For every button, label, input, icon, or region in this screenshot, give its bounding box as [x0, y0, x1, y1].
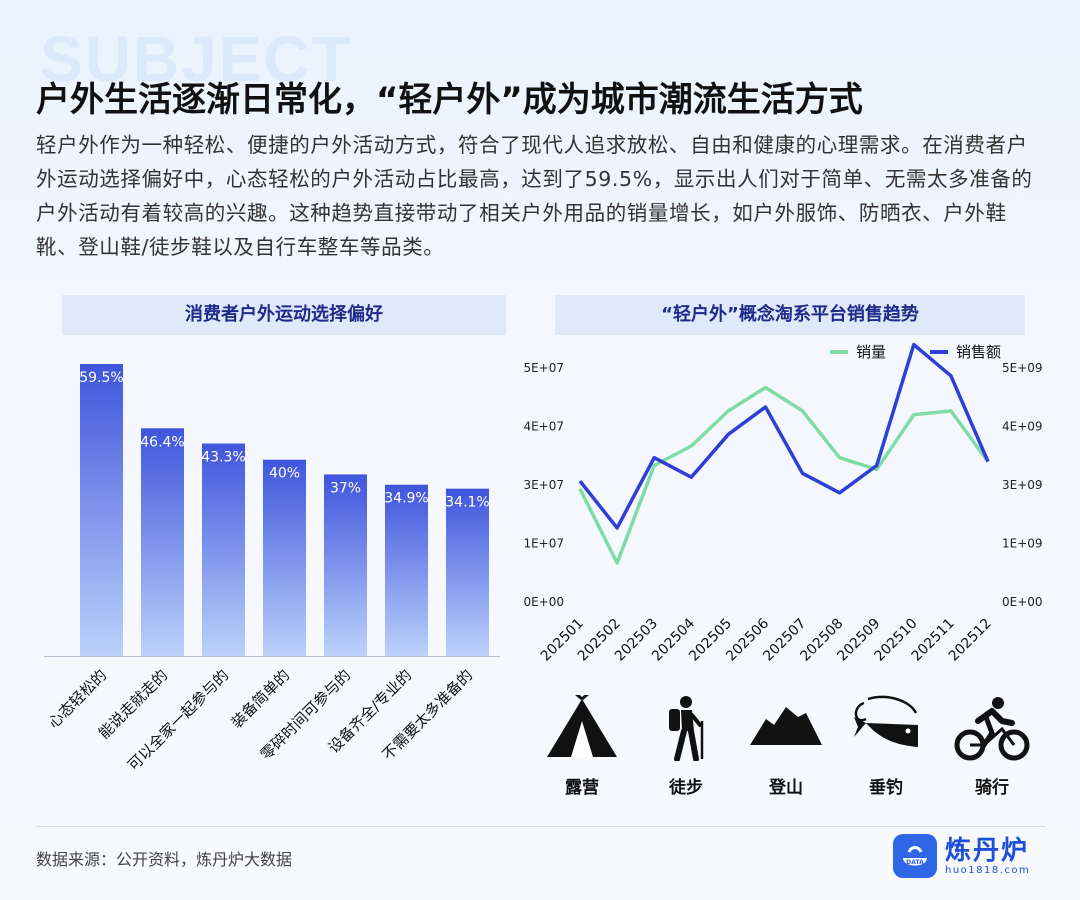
hiker-icon [669, 696, 704, 762]
bar [385, 484, 428, 656]
left-axis-tick: 0E+00 [523, 595, 564, 609]
bar-value-label: 43.3% [201, 450, 245, 466]
right-axis-tick: 0E+00 [1002, 595, 1043, 609]
mountain-icon [750, 707, 822, 745]
left-axis-tick: 4E+07 [523, 420, 564, 434]
bar [202, 443, 245, 656]
bar-category-label: 可以全家一起参与的 [124, 666, 232, 774]
footer-divider [36, 826, 1046, 827]
right-axis-tick: 3E+09 [1002, 478, 1043, 492]
series-line [578, 385, 990, 565]
bar [446, 488, 489, 656]
bar-value-label: 34.1% [445, 495, 489, 511]
fishing-icon [854, 695, 918, 747]
tent-icon [547, 691, 617, 757]
activity-hiking: 徒步 [641, 695, 731, 798]
background-watermark-word: SUBJECT [40, 23, 353, 95]
activity-mountaineering: 登山 [741, 695, 831, 798]
page-description: 轻户外作为一种轻松、便捷的户外活动方式，符合了现代人追求放松、自由和健康的心理需… [36, 133, 1033, 259]
activity-label: 露营 [565, 778, 599, 798]
left-axis-tick: 1E+07 [523, 537, 564, 551]
logo-badge-icon: DATA [893, 834, 937, 878]
right-axis-tick: 4E+09 [1002, 420, 1043, 434]
right-axis-tick: 1E+09 [1002, 537, 1043, 551]
bar-value-label: 40% [269, 466, 300, 482]
page-title: 户外生活逐渐日常化，“轻户外”成为城市潮流生活方式 [36, 80, 863, 120]
bar [141, 428, 184, 656]
bar-value-label: 37% [330, 480, 361, 496]
bar [263, 459, 306, 656]
legend-label: 销量 [856, 343, 886, 361]
left-axis-tick: 3E+07 [523, 478, 564, 492]
logo-url: huo1818.com [945, 864, 1031, 876]
bar-value-label: 59.5% [79, 370, 123, 386]
data-source: 数据来源：公开资料，炼丹炉大数据 [36, 850, 293, 869]
brand-logo: DATA 炼丹炉 huo1818.com [893, 834, 1030, 878]
bar-category-label: 心态轻松的 [45, 666, 111, 732]
cyclist-icon [954, 697, 1030, 761]
right-axis-tick: 5E+09 [1002, 361, 1043, 375]
activity-label: 徒步 [669, 778, 703, 798]
activity-label: 骑行 [975, 778, 1009, 798]
series-line [578, 342, 990, 530]
line-chart: 0E+00 1E+07 3E+07 4E+07 5E+07 0E+00 1E+09 3E+09… [523, 342, 1043, 665]
bar [80, 364, 123, 656]
logo-badge-text: DATA [906, 859, 924, 866]
bar-chart: 59.5%心态轻松的46.4%能说走就走的43.3%可以全家一起参与的40%装备… [44, 364, 500, 774]
logo-name: 炼丹炉 [945, 835, 1030, 866]
activity-cycling: 骑行 [947, 695, 1037, 798]
bar-category-label: 装备简单的 [228, 666, 294, 732]
activity-fishing: 垂钓 [841, 695, 931, 798]
bar-chart-title: 消费者户外运动选择偏好 [62, 295, 506, 335]
bar-value-label: 46.4% [140, 434, 184, 450]
left-axis-tick: 5E+07 [523, 361, 564, 375]
line-chart-title: “轻户外”概念淘系平台销售趋势 [555, 295, 1025, 335]
bar [324, 474, 367, 656]
bar-value-label: 34.9% [384, 491, 428, 507]
legend-label: 销售额 [956, 343, 1001, 361]
activity-label: 垂钓 [869, 778, 903, 798]
activity-label: 登山 [769, 778, 803, 798]
activity-camping: 露营 [537, 691, 627, 798]
